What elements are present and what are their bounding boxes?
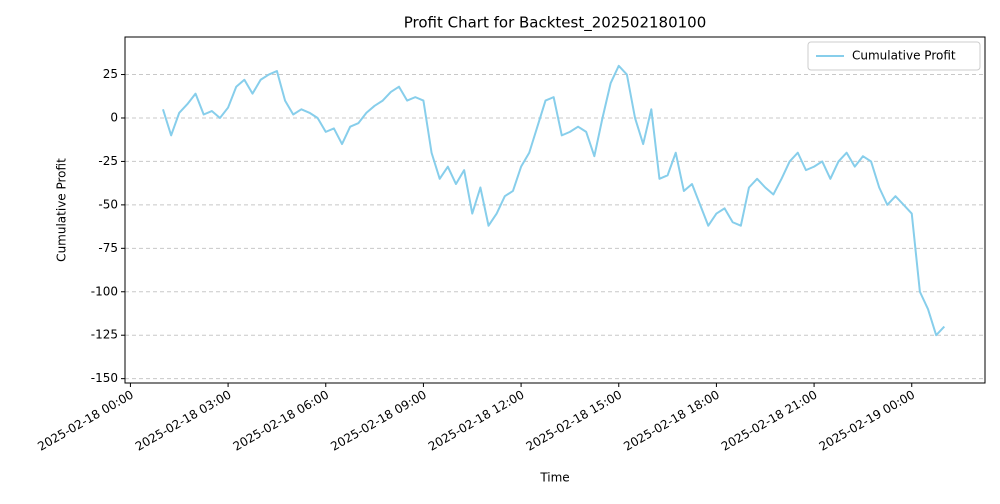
y-tick-label: -75 <box>98 241 118 255</box>
y-tick-label: 25 <box>103 67 118 81</box>
x-axis-label: Time <box>539 471 569 485</box>
y-tick-label: -25 <box>98 154 118 168</box>
y-tick-label: -125 <box>91 328 118 342</box>
y-tick-label: -50 <box>98 197 118 211</box>
legend-box <box>807 41 981 71</box>
axes-frame <box>124 36 986 384</box>
y-tick-label: 0 <box>110 110 118 124</box>
line-series <box>162 64 946 337</box>
y-tick-label: -150 <box>91 371 118 385</box>
y-tick-label: -100 <box>91 284 118 298</box>
y-axis-label: Cumulative Profit <box>55 158 69 262</box>
chart-title: Profit Chart for Backtest_202502180100 <box>404 14 707 33</box>
plot <box>162 64 946 337</box>
legend-label: Cumulative Profit <box>852 49 956 63</box>
legend: Cumulative Profit <box>807 41 981 71</box>
